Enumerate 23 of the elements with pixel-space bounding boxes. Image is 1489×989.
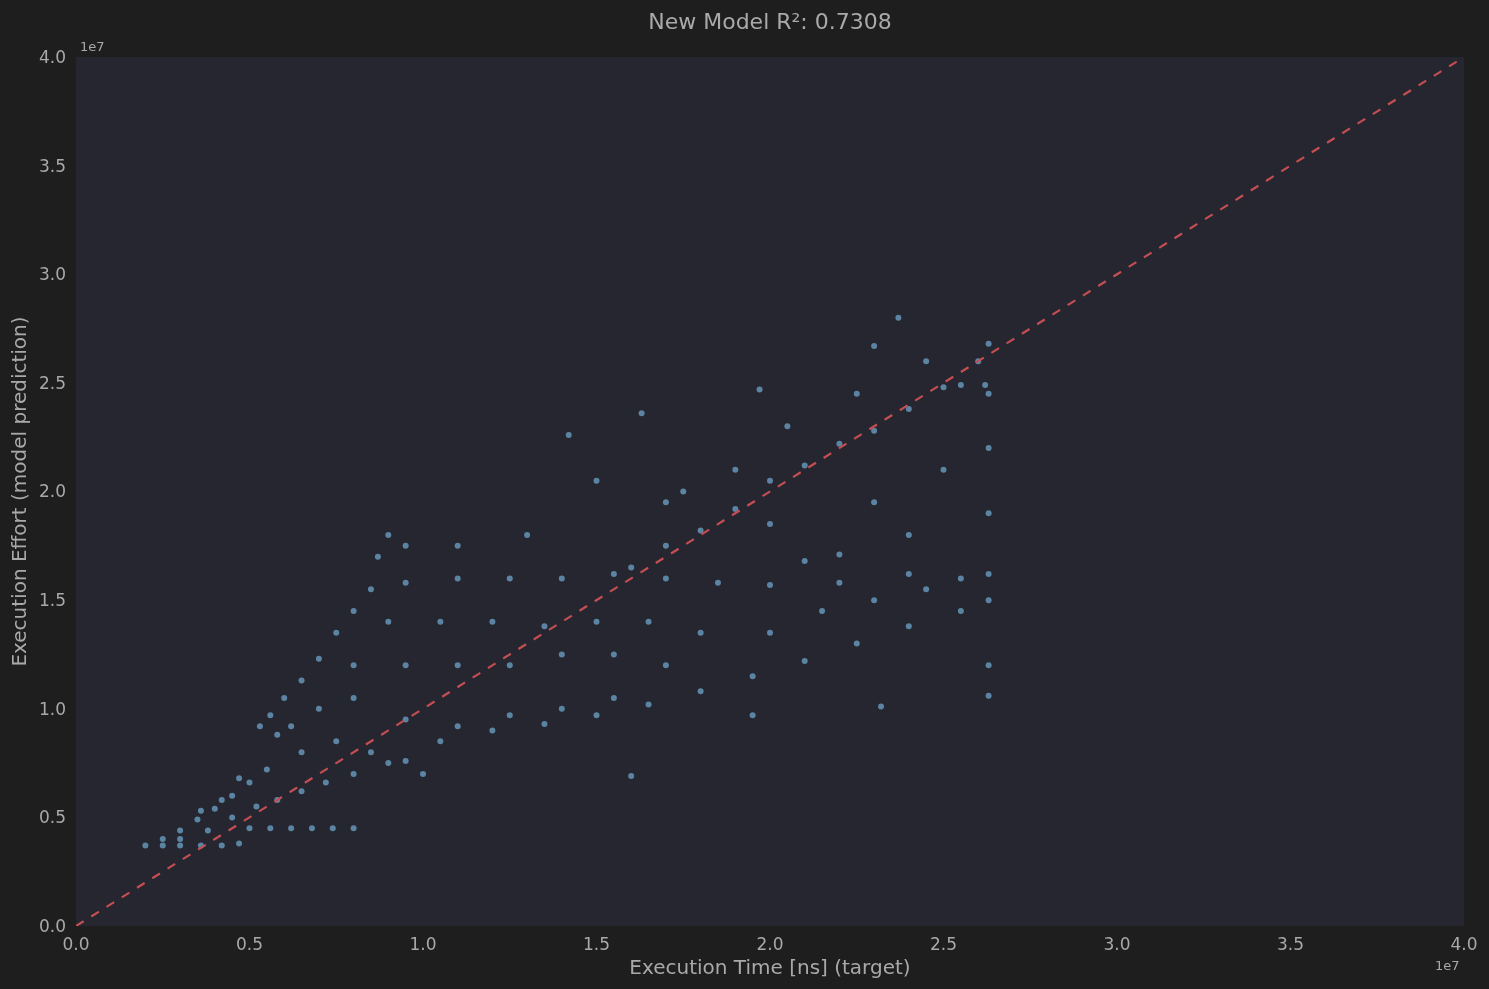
text: 1e7 xyxy=(80,39,105,54)
x-tick-label: 0.0 xyxy=(62,934,90,954)
x-tick-label: 1.0 xyxy=(409,934,437,954)
x-axis-title: Execution Time [ns] (target) xyxy=(629,954,911,979)
text: 1e7 xyxy=(1435,958,1460,973)
y-tick-label: 2.0 xyxy=(38,481,66,502)
x-tick-label: 2.0 xyxy=(756,934,784,954)
x-tick-label: 4.0 xyxy=(1450,934,1478,954)
y-tick-label: 0.0 xyxy=(38,915,66,936)
y-tick-label: 3.5 xyxy=(38,155,66,176)
y-tick-label: 4.0 xyxy=(38,46,66,67)
x-tick-label: 0.5 xyxy=(235,934,264,954)
x-tick-label: 3.0 xyxy=(1103,934,1131,954)
chart-title: New Model R²: 0.7308 xyxy=(648,8,892,34)
y-tick-label: 1.5 xyxy=(38,590,66,611)
y-tick-label: 3.0 xyxy=(38,264,66,285)
y-tick-label: 1.0 xyxy=(38,698,66,719)
x-tick-label: 1.5 xyxy=(582,934,611,954)
y-tick-label: 0.5 xyxy=(38,807,66,828)
y-tick-label: 2.5 xyxy=(38,372,66,393)
y-axis-title: Execution Effort (model prediction) xyxy=(7,316,32,667)
x-tick-label: 3.5 xyxy=(1276,934,1305,954)
x-tick-label: 2.5 xyxy=(929,934,958,954)
